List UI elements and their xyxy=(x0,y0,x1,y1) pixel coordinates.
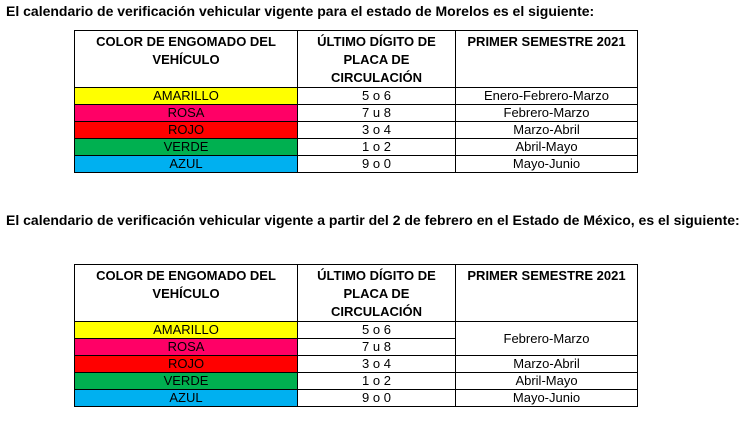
period-cell: Febrero-Marzo xyxy=(455,321,638,356)
color-cell: VERDE xyxy=(74,138,298,156)
color-cell: ROJO xyxy=(74,355,298,373)
digit-cell: 9 o 0 xyxy=(297,389,456,407)
color-cell: AMARILLO xyxy=(74,321,298,339)
header-digit: ÚLTIMO DÍGITO DE PLACA DE CIRCULACIÓN xyxy=(297,264,456,322)
digit-cell: 5 o 6 xyxy=(297,321,456,339)
digit-cell: 7 u 8 xyxy=(297,104,456,122)
header-color: COLOR DE ENGOMADO DEL VEHÍCULO xyxy=(74,264,298,322)
table-row: ROSA 7 u 8 xyxy=(74,338,638,356)
color-cell: ROJO xyxy=(74,121,298,139)
header-digit: ÚLTIMO DÍGITO DE PLACA DE CIRCULACIÓN xyxy=(297,30,456,88)
period-cell: Mayo-Junio xyxy=(455,155,638,173)
table-header-row: COLOR DE ENGOMADO DEL VEHÍCULO ÚLTIMO DÍ… xyxy=(74,264,638,322)
table-row: ROSA 7 u 8 Febrero-Marzo xyxy=(74,104,638,122)
color-cell: ROSA xyxy=(74,338,298,356)
morelos-heading: El calendario de verificación vehicular … xyxy=(6,3,595,19)
period-cell: Abril-Mayo xyxy=(455,138,638,156)
color-cell: ROSA xyxy=(74,104,298,122)
period-cell: Febrero-Marzo xyxy=(455,104,638,122)
table-row: ROJO 3 o 4 Marzo-Abril xyxy=(74,355,638,373)
digit-cell: 3 o 4 xyxy=(297,121,456,139)
digit-cell: 9 o 0 xyxy=(297,155,456,173)
header-semester: PRIMER SEMESTRE 2021 xyxy=(455,264,638,322)
color-cell: VERDE xyxy=(74,372,298,390)
color-cell: AZUL xyxy=(74,389,298,407)
digit-cell: 1 o 2 xyxy=(297,138,456,156)
table-header-row: COLOR DE ENGOMADO DEL VEHÍCULO ÚLTIMO DÍ… xyxy=(74,30,638,88)
table-row: AMARILLO 5 o 6 Enero-Febrero-Marzo xyxy=(74,87,638,105)
table-row: VERDE 1 o 2 Abril-Mayo xyxy=(74,138,638,156)
period-cell: Marzo-Abril xyxy=(455,355,638,373)
color-cell: AZUL xyxy=(74,155,298,173)
digit-cell: 7 u 8 xyxy=(297,338,456,356)
table-row: AMARILLO 5 o 6 Febrero-Marzo xyxy=(74,321,638,356)
digit-cell: 1 o 2 xyxy=(297,372,456,390)
table-row: AZUL 9 o 0 Mayo-Junio xyxy=(74,389,638,407)
table-row: VERDE 1 o 2 Abril-Mayo xyxy=(74,372,638,390)
period-cell: Mayo-Junio xyxy=(455,389,638,407)
header-color: COLOR DE ENGOMADO DEL VEHÍCULO xyxy=(74,30,298,88)
table-row: AZUL 9 o 0 Mayo-Junio xyxy=(74,155,638,173)
edomex-heading: El calendario de verificación vehicular … xyxy=(6,212,740,228)
period-cell: Abril-Mayo xyxy=(455,372,638,390)
period-cell: Marzo-Abril xyxy=(455,121,638,139)
header-semester: PRIMER SEMESTRE 2021 xyxy=(455,30,638,88)
digit-cell: 5 o 6 xyxy=(297,87,456,105)
period-cell: Enero-Febrero-Marzo xyxy=(455,87,638,105)
table-row: ROJO 3 o 4 Marzo-Abril xyxy=(74,121,638,139)
edomex-calendar-table: COLOR DE ENGOMADO DEL VEHÍCULO ÚLTIMO DÍ… xyxy=(74,264,638,407)
morelos-calendar-table: COLOR DE ENGOMADO DEL VEHÍCULO ÚLTIMO DÍ… xyxy=(74,30,638,173)
digit-cell: 3 o 4 xyxy=(297,355,456,373)
color-cell: AMARILLO xyxy=(74,87,298,105)
